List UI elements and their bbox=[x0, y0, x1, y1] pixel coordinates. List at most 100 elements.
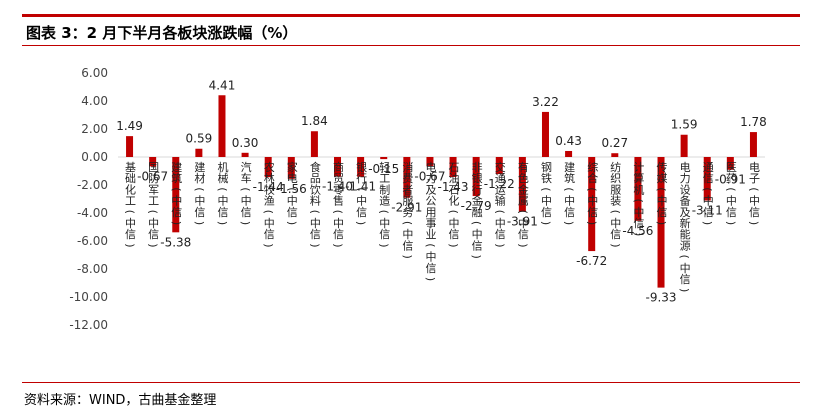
category-char: ) bbox=[308, 243, 321, 247]
bar bbox=[726, 157, 734, 170]
data-label: -4.56 bbox=[622, 224, 653, 238]
category-label: 家电 (中信) bbox=[285, 160, 298, 225]
category-char: 信 bbox=[472, 239, 483, 252]
category-char: ) bbox=[332, 243, 345, 247]
y-tick-label: -6.00 bbox=[77, 234, 108, 248]
category-char: 中 bbox=[703, 195, 714, 208]
category-char: 信 bbox=[449, 228, 460, 241]
bar bbox=[426, 157, 434, 167]
category-char: ) bbox=[401, 254, 414, 258]
category-char: ( bbox=[424, 243, 437, 247]
category-char: ( bbox=[355, 187, 368, 191]
category-char: 者 bbox=[402, 183, 413, 196]
source-note: 资料来源：WIND，古曲基金整理 bbox=[24, 393, 217, 408]
category-char: 子 bbox=[749, 172, 760, 185]
bar bbox=[611, 153, 619, 157]
category-char: 商 bbox=[333, 160, 344, 174]
category-char: 中 bbox=[356, 195, 367, 208]
category-char: 品 bbox=[310, 172, 321, 185]
category-char: 中 bbox=[171, 195, 182, 208]
category-char: 信 bbox=[356, 206, 367, 219]
category-char: ( bbox=[124, 210, 137, 214]
bar bbox=[657, 157, 665, 288]
y-tick-label: 6.00 bbox=[81, 66, 108, 80]
data-label: -9.33 bbox=[645, 291, 676, 305]
category-char: 药 bbox=[726, 172, 737, 185]
category-char: 中 bbox=[217, 195, 228, 208]
category-char: ) bbox=[586, 221, 599, 225]
bar bbox=[541, 111, 549, 157]
category-char: ( bbox=[216, 187, 229, 191]
category-char: ) bbox=[262, 243, 275, 247]
data-label: -2.79 bbox=[461, 199, 492, 213]
category-char: ( bbox=[401, 221, 414, 225]
category-char: ) bbox=[516, 243, 529, 247]
category-char: 中 bbox=[241, 195, 252, 208]
category-char: ( bbox=[170, 187, 183, 191]
category-char: 交 bbox=[495, 160, 506, 174]
category-char: 业 bbox=[425, 228, 436, 241]
footer-divider bbox=[22, 382, 800, 383]
category-char: 化 bbox=[449, 194, 460, 208]
bar bbox=[565, 150, 573, 157]
bar bbox=[334, 157, 342, 177]
data-label: -3.91 bbox=[507, 215, 538, 229]
data-label: -0.67 bbox=[414, 169, 445, 183]
category-char: ( bbox=[193, 187, 206, 191]
category-char: ) bbox=[563, 221, 576, 225]
category-char: 融 bbox=[472, 206, 483, 219]
category-char: 信 bbox=[726, 206, 737, 219]
data-label: 0.43 bbox=[555, 134, 582, 148]
category-char: 机 bbox=[633, 182, 644, 196]
category-char: 色 bbox=[518, 171, 529, 185]
category-char: 电 bbox=[749, 161, 760, 174]
category-char: 中 bbox=[333, 217, 344, 230]
category-char: ( bbox=[308, 210, 321, 214]
category-char: ) bbox=[632, 232, 645, 236]
category-char: 零 bbox=[333, 183, 344, 196]
category-char: 信 bbox=[610, 228, 621, 241]
category-label: 建材 (中信) bbox=[193, 160, 206, 225]
category-char: 源 bbox=[680, 238, 691, 252]
bar bbox=[218, 95, 226, 157]
bar bbox=[380, 157, 388, 160]
category-char: 输 bbox=[495, 194, 506, 208]
data-label: -1.43 bbox=[438, 180, 469, 194]
category-char: 防 bbox=[148, 171, 159, 185]
category-char: 行 bbox=[472, 183, 483, 196]
category-char: 中 bbox=[749, 195, 760, 208]
bar bbox=[195, 148, 203, 157]
category-char: 信 bbox=[587, 206, 598, 219]
y-tick-label: 0.00 bbox=[81, 150, 108, 164]
category-char: 汽 bbox=[241, 160, 252, 174]
category-char: 电 bbox=[680, 161, 691, 174]
category-char: 军 bbox=[148, 183, 159, 196]
y-tick-label: -4.00 bbox=[77, 206, 108, 220]
category-char: 电 bbox=[425, 161, 436, 174]
category-char: 信 bbox=[125, 228, 136, 241]
category-char: 中 bbox=[564, 195, 575, 208]
category-label: 机械 (中信) bbox=[216, 160, 229, 225]
category-char: 行 bbox=[356, 172, 367, 185]
bar bbox=[403, 157, 411, 198]
category-char: 械 bbox=[217, 171, 228, 185]
category-char: 石 bbox=[449, 161, 460, 174]
category-char: 信 bbox=[518, 228, 529, 241]
bar bbox=[634, 157, 642, 221]
category-char: 新 bbox=[680, 216, 691, 230]
category-char: 中 bbox=[264, 217, 275, 230]
bar bbox=[495, 157, 503, 175]
bar-chart: 6.00 4.00 2.00 0.00 -2.00 -4.00 -6.00 -8.00 -10.… bbox=[69, 66, 766, 332]
bar bbox=[518, 157, 526, 212]
data-label: 0.30 bbox=[232, 136, 259, 150]
y-tick-label: 2.00 bbox=[81, 122, 108, 136]
category-char: ) bbox=[678, 288, 691, 292]
category-char: ( bbox=[655, 187, 668, 191]
data-label: -1.22 bbox=[484, 177, 515, 191]
category-char: ( bbox=[747, 187, 760, 191]
category-char: 媒 bbox=[657, 172, 668, 185]
